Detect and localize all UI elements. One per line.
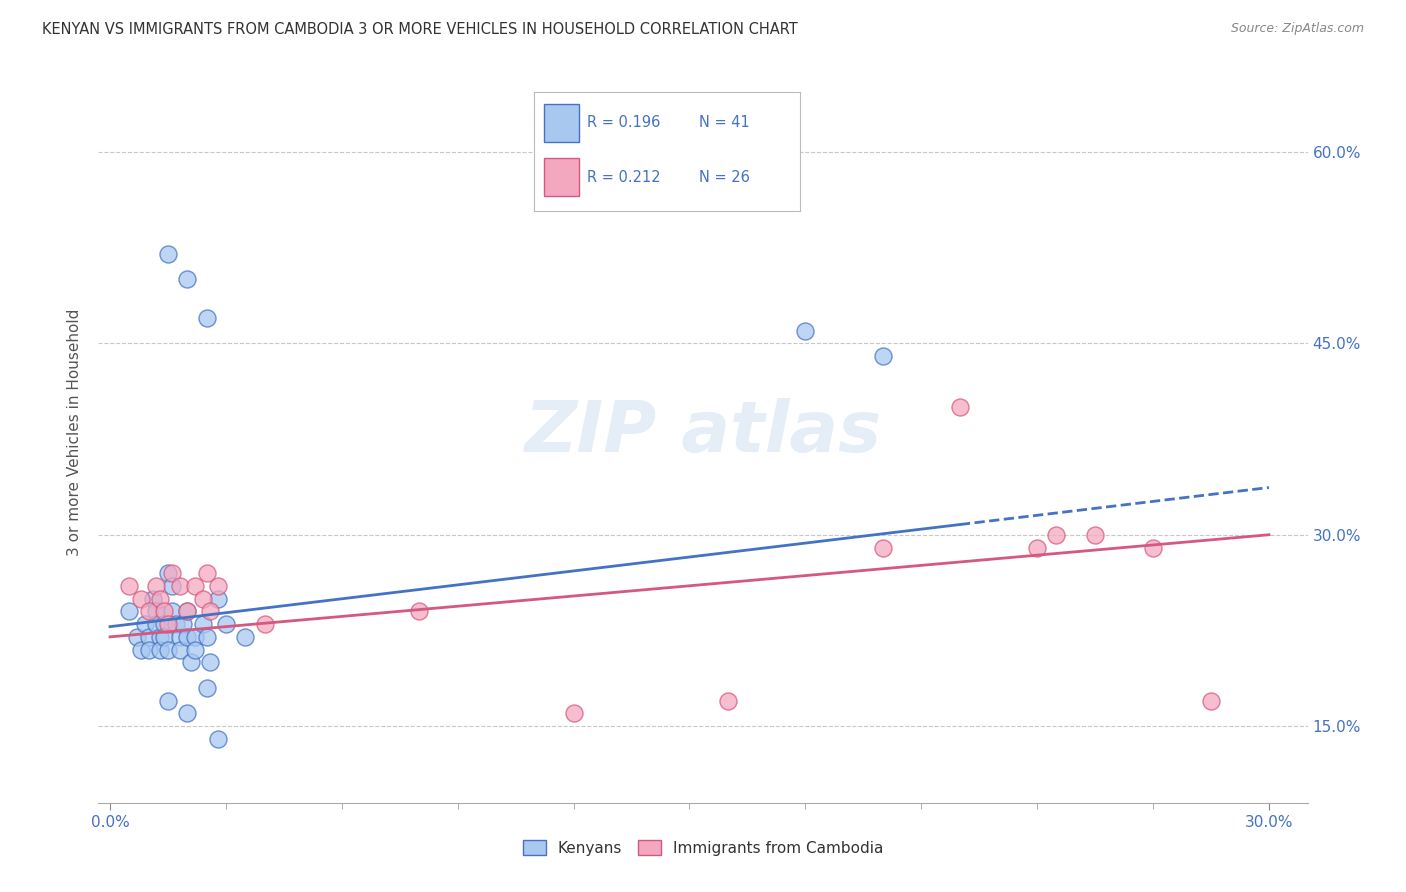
Point — [138, 630, 160, 644]
Text: Source: ZipAtlas.com: Source: ZipAtlas.com — [1230, 22, 1364, 36]
Point — [149, 642, 172, 657]
Point — [253, 617, 276, 632]
Point — [176, 272, 198, 286]
Point — [141, 591, 163, 606]
Point — [408, 604, 430, 618]
Point — [207, 579, 229, 593]
Point — [156, 642, 179, 657]
Point — [195, 630, 218, 644]
Point — [172, 617, 194, 632]
Point — [1084, 527, 1107, 541]
Y-axis label: 3 or more Vehicles in Household: 3 or more Vehicles in Household — [67, 309, 83, 557]
Text: KENYAN VS IMMIGRANTS FROM CAMBODIA 3 OR MORE VEHICLES IN HOUSEHOLD CORRELATION C: KENYAN VS IMMIGRANTS FROM CAMBODIA 3 OR … — [42, 22, 799, 37]
Point — [153, 630, 176, 644]
Point — [207, 731, 229, 746]
Point — [949, 400, 972, 414]
Point — [169, 579, 191, 593]
Point — [160, 566, 183, 580]
Point — [717, 694, 740, 708]
Point — [145, 617, 167, 632]
Legend: Kenyans, Immigrants from Cambodia: Kenyans, Immigrants from Cambodia — [517, 834, 889, 862]
Point — [233, 630, 256, 644]
Point — [1026, 541, 1049, 555]
Point — [156, 247, 179, 261]
Point — [125, 630, 148, 644]
Point — [156, 617, 179, 632]
Point — [872, 541, 894, 555]
Point — [794, 324, 817, 338]
Point — [145, 579, 167, 593]
Point — [184, 630, 207, 644]
Point — [149, 630, 172, 644]
Point — [184, 642, 207, 657]
Point — [184, 579, 207, 593]
Point — [134, 617, 156, 632]
Point — [1045, 527, 1067, 541]
Point — [200, 604, 222, 618]
Point — [195, 681, 218, 695]
Point — [118, 579, 141, 593]
Point — [169, 642, 191, 657]
Point — [562, 706, 585, 721]
Text: ZIP atlas: ZIP atlas — [524, 398, 882, 467]
Point — [156, 566, 179, 580]
Point — [176, 706, 198, 721]
Point — [149, 591, 172, 606]
Point — [129, 642, 152, 657]
Point — [1199, 694, 1222, 708]
Point — [145, 604, 167, 618]
Point — [191, 591, 214, 606]
Point — [169, 630, 191, 644]
Point — [195, 566, 218, 580]
Point — [160, 579, 183, 593]
Point — [153, 617, 176, 632]
Point — [165, 617, 187, 632]
Point — [191, 617, 214, 632]
Point — [215, 617, 238, 632]
Point — [138, 642, 160, 657]
Point — [180, 656, 202, 670]
Point — [176, 604, 198, 618]
Point — [153, 604, 176, 618]
Point — [138, 604, 160, 618]
Point — [207, 591, 229, 606]
Point — [195, 310, 218, 325]
Point — [1142, 541, 1164, 555]
Point — [160, 604, 183, 618]
Point — [118, 604, 141, 618]
Point — [176, 604, 198, 618]
Point — [129, 591, 152, 606]
Point — [176, 630, 198, 644]
Point — [156, 694, 179, 708]
Point — [200, 656, 222, 670]
Point — [872, 349, 894, 363]
